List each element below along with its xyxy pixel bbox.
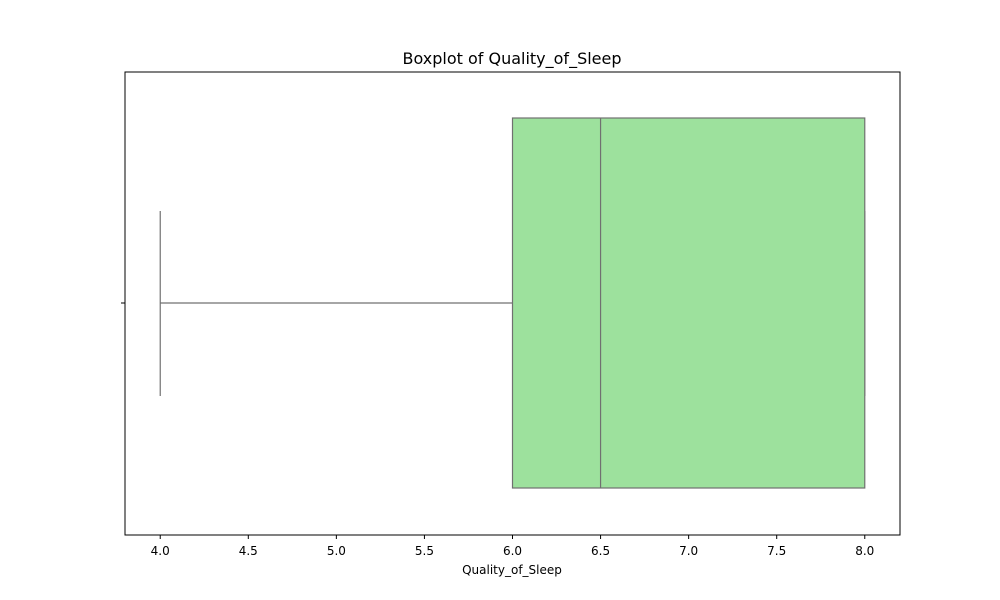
chart-title: Boxplot of Quality_of_Sleep [402,49,621,69]
x-tick-label: 7.5 [767,544,786,558]
x-tick-label: 6.0 [503,544,522,558]
plot-area [159,117,866,489]
x-tick-label: 6.5 [591,544,610,558]
x-tick-label: 7.0 [679,544,698,558]
x-tick-label: 4.5 [239,544,258,558]
x-axis-label: Quality_of_Sleep [462,563,562,577]
x-tick-label: 4.0 [151,544,170,558]
x-axis-ticks: 4.0 4.5 5.0 5.5 6.0 6.5 7.0 7.5 8.0 [151,535,874,558]
x-tick-label: 5.5 [415,544,434,558]
x-tick-label: 8.0 [855,544,874,558]
iqr-box [511,117,866,489]
x-tick-label: 5.0 [327,544,346,558]
